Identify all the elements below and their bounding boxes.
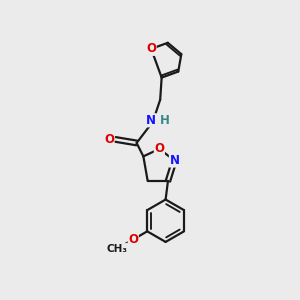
Text: N: N bbox=[146, 114, 156, 127]
Text: H: H bbox=[160, 114, 170, 127]
Text: O: O bbox=[128, 233, 138, 246]
Text: O: O bbox=[146, 42, 156, 55]
Text: O: O bbox=[154, 142, 164, 155]
Text: O: O bbox=[104, 133, 114, 146]
Text: N: N bbox=[169, 154, 179, 167]
Text: CH₃: CH₃ bbox=[107, 244, 128, 254]
